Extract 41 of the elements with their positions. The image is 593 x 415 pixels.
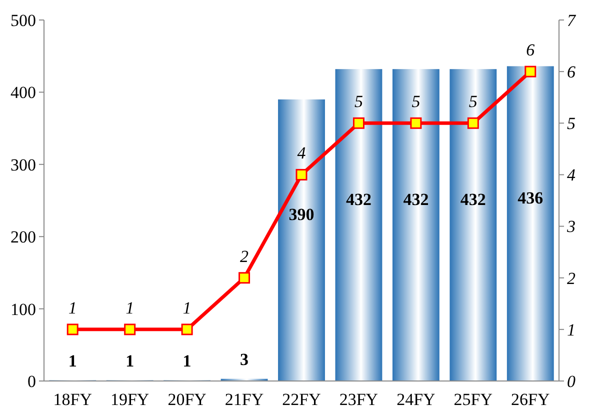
data-label: 5 — [354, 92, 363, 112]
data-label: 5 — [412, 92, 420, 112]
y2-tick-label: 0 — [567, 372, 576, 391]
x-tick-label: 19FY — [110, 390, 150, 409]
x-tick-label: 21FY — [224, 390, 264, 409]
data-label: 432 — [460, 190, 486, 210]
data-label: 432 — [403, 190, 429, 210]
x-tick-label: 22FY — [282, 390, 321, 409]
data-label: 1 — [182, 351, 192, 370]
data-label: 5 — [468, 92, 478, 112]
data-label: 390 — [288, 205, 314, 224]
data-label: 1 — [68, 298, 77, 318]
y2-tick-label: 5 — [567, 114, 576, 134]
y2-tick-label: 3 — [566, 217, 576, 236]
data-label: 432 — [346, 190, 372, 210]
y2-tick-label: 1 — [567, 320, 576, 340]
data-label: 436 — [518, 188, 544, 208]
y2-tick-label: 6 — [567, 62, 576, 82]
x-tick-label: 20FY — [168, 390, 206, 409]
y-tick-label: 400 — [10, 83, 36, 102]
x-tick-label: 23FY — [339, 390, 378, 409]
x-tick-label: 18FY — [53, 390, 92, 409]
y-tick-label: 200 — [10, 228, 36, 247]
x-tick-label: 24FY — [396, 390, 436, 409]
data-label: 4 — [297, 144, 306, 163]
data-label: 1 — [182, 298, 192, 318]
data-label: 1 — [68, 351, 77, 370]
y-tick-label: 500 — [10, 10, 36, 30]
data-label: 3 — [240, 350, 249, 369]
y2-tick-label: 4 — [567, 166, 576, 185]
y2-tick-label: 7 — [567, 10, 577, 30]
data-label: 2 — [240, 246, 250, 266]
y-tick-label: 300 — [10, 155, 36, 174]
x-tick-label: 25FY — [454, 390, 493, 409]
x-tick-label: 26FY — [511, 390, 550, 409]
data-label: 6 — [526, 40, 536, 60]
y-tick-label: 0 — [28, 372, 36, 391]
y2-tick-label: 2 — [567, 268, 576, 288]
y-tick-label: 100 — [10, 300, 36, 319]
data-label: 1 — [126, 298, 134, 318]
data-label: 1 — [126, 351, 134, 370]
